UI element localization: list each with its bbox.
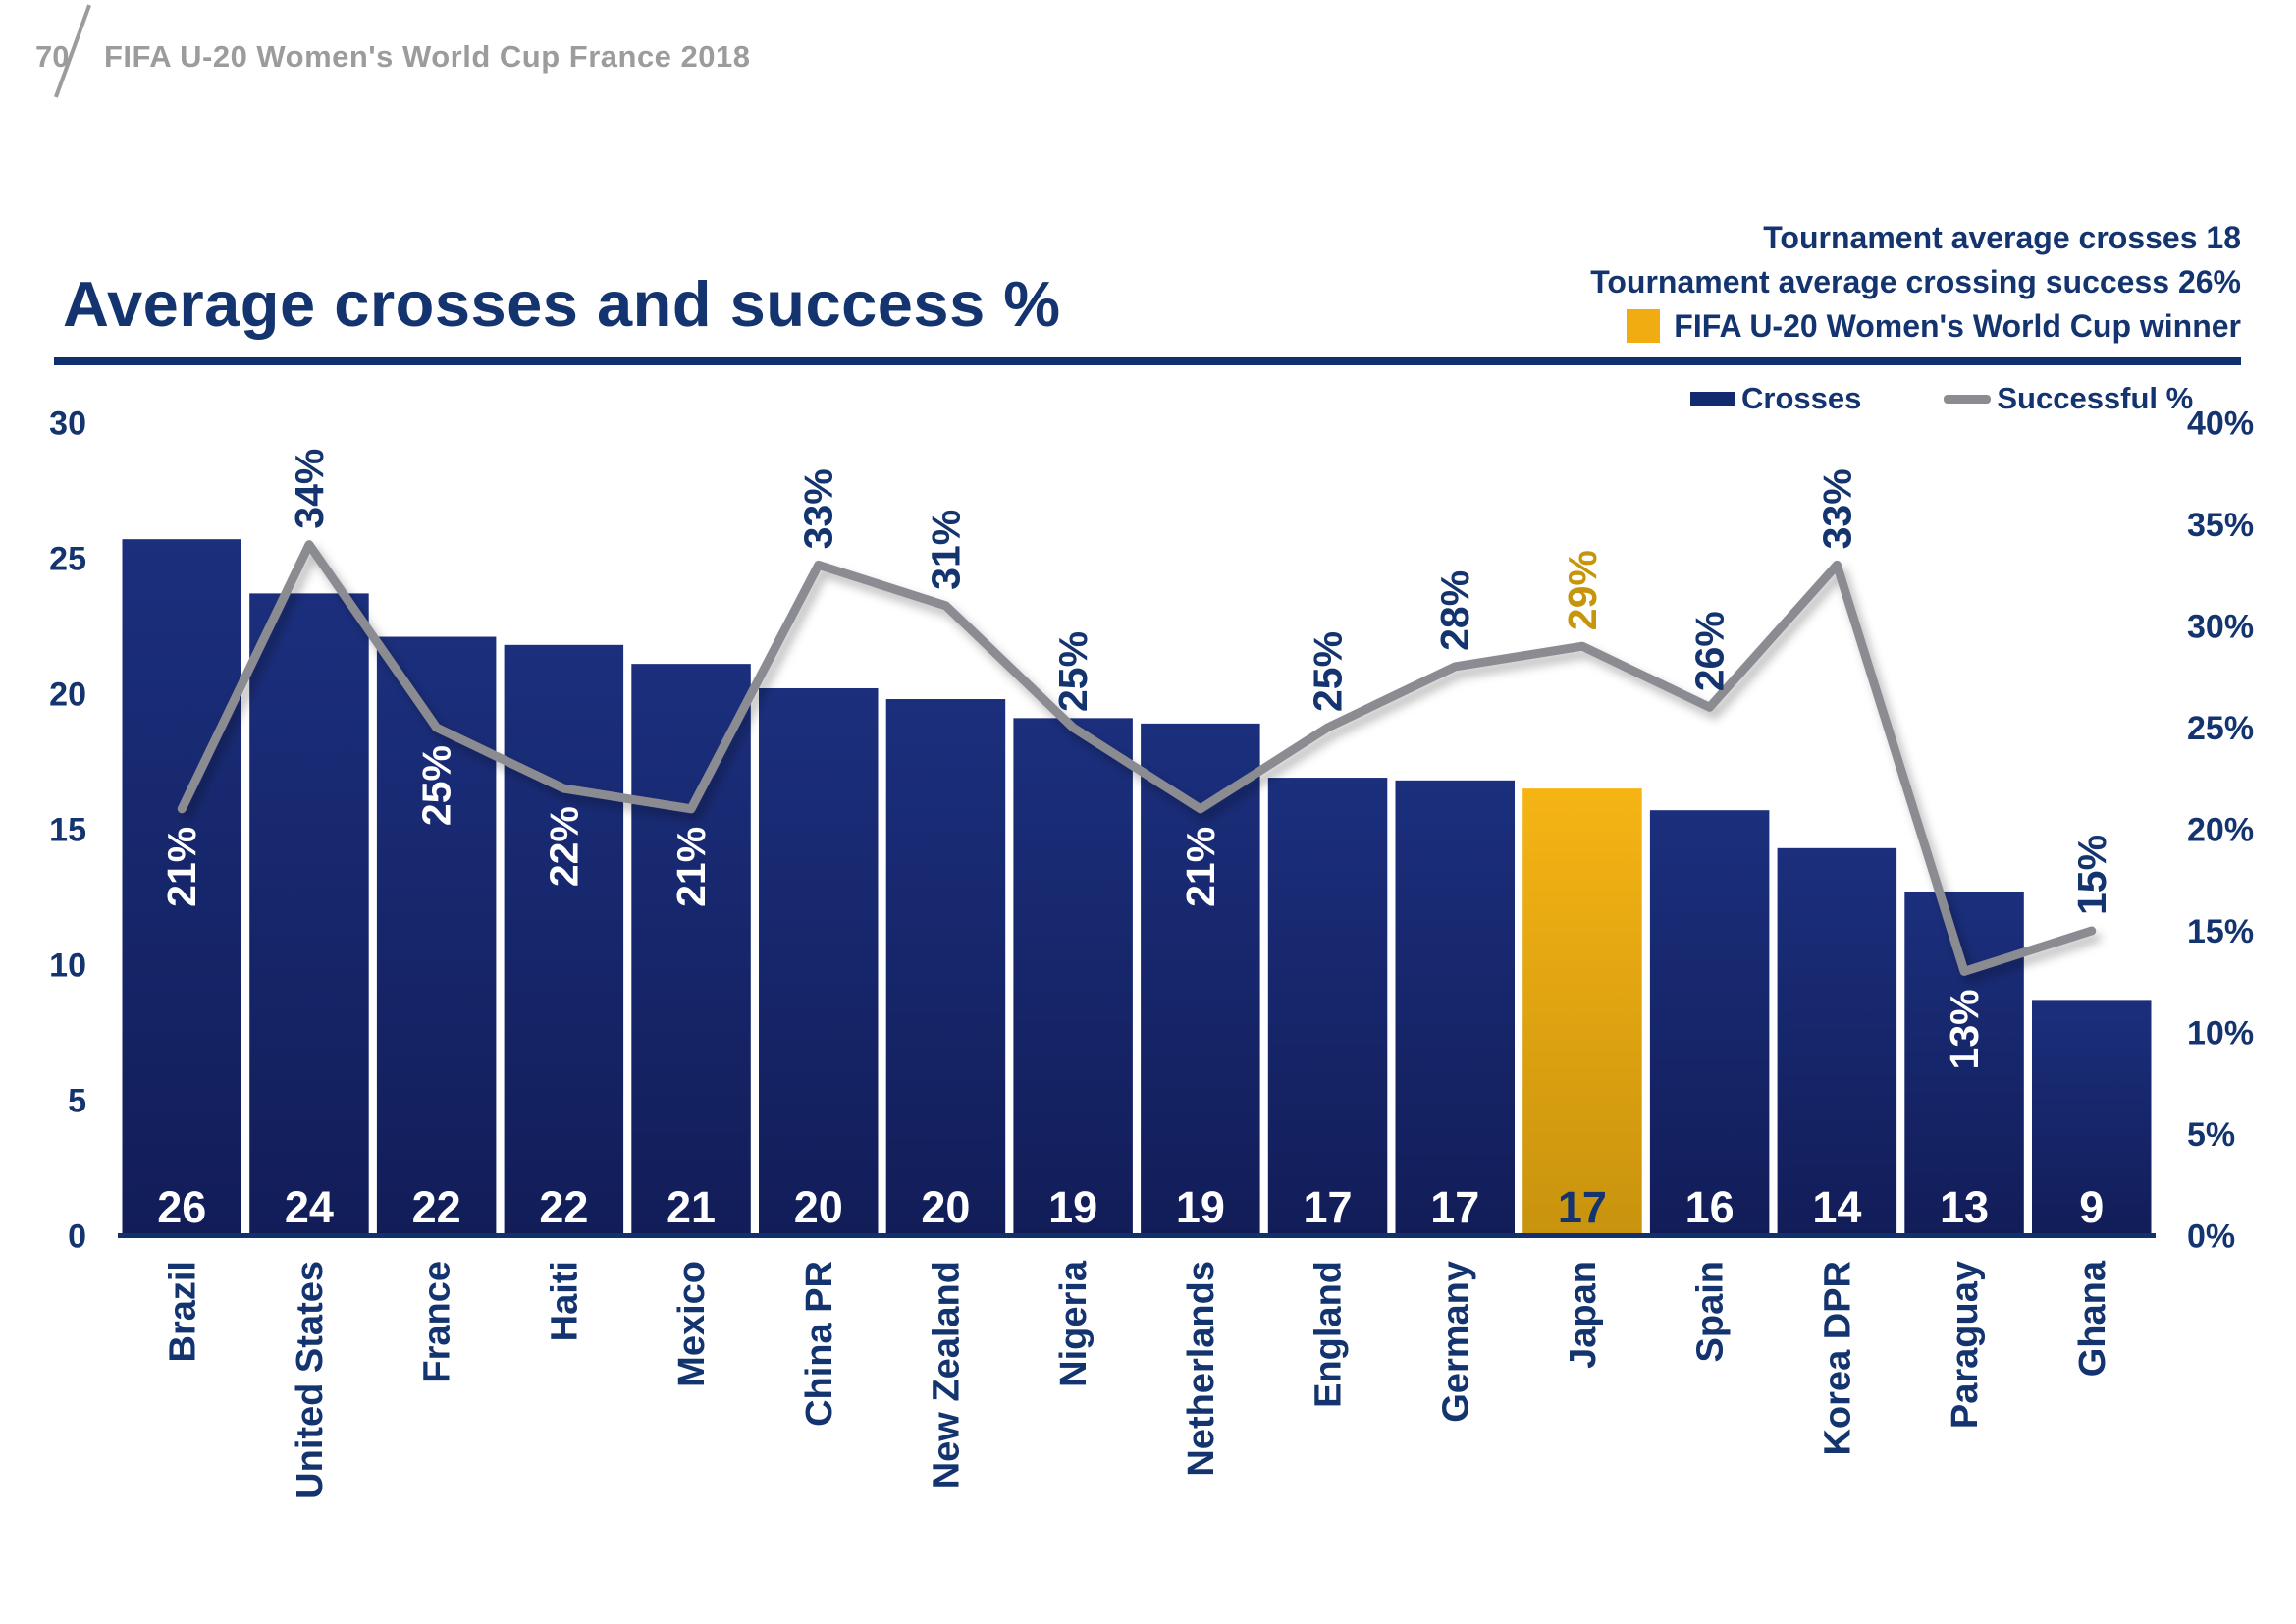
country-label-Korea DPR: Korea DPR (1817, 1261, 1858, 1456)
right-axis-tick-30%: 30% (2187, 609, 2254, 646)
bar-value-Spain: 16 (1685, 1182, 1735, 1232)
chart-legend: Crosses Successful % (1690, 381, 2193, 416)
bar-value-Paraguay: 13 (1940, 1182, 1989, 1232)
annotation-avg-success-text: Tournament average crossing success 26% (1590, 263, 2241, 299)
left-axis-tick-30: 30 (49, 406, 86, 443)
bar-China PR (759, 687, 879, 1236)
annotation-avg-crosses: Tournament average crosses 18 (1763, 220, 2241, 255)
bar-Brazil (122, 539, 241, 1236)
left-axis-tick-10: 10 (49, 947, 86, 985)
pct-label-New Zealand: 31% (923, 510, 968, 590)
country-label-Haiti: Haiti (544, 1261, 585, 1341)
pct-label-Nigeria: 25% (1050, 631, 1095, 712)
pct-label-Haiti: 22% (541, 806, 586, 887)
legend-line-swatch-icon (1944, 394, 1992, 404)
bar-Germany (1395, 780, 1515, 1236)
right-axis-tick-5%: 5% (2187, 1116, 2235, 1154)
bar-value-Mexico: 21 (667, 1182, 716, 1232)
bar-value-Nigeria: 19 (1048, 1182, 1097, 1232)
bar-New Zealand (885, 699, 1006, 1236)
country-label-Nigeria: Nigeria (1053, 1260, 1095, 1387)
country-label-France: France (417, 1261, 458, 1383)
title-rule (54, 357, 2241, 365)
right-axis-tick-40%: 40% (2187, 406, 2254, 443)
bar-value-Korea DPR: 14 (1812, 1182, 1861, 1232)
bar-value-United States: 24 (285, 1182, 334, 1232)
bar-England (1267, 778, 1388, 1236)
bar-value-Haiti: 22 (539, 1182, 588, 1232)
bar-Korea DPR (1777, 847, 1897, 1236)
bar-value-Germany: 17 (1430, 1182, 1479, 1232)
country-label-England: England (1308, 1261, 1350, 1408)
right-axis-tick-25%: 25% (2187, 710, 2254, 747)
pct-label-United States: 34% (287, 449, 332, 529)
bar-Nigeria (1013, 718, 1133, 1236)
winner-swatch-icon (1627, 309, 1661, 343)
annotation-winner-text: FIFA U-20 Women's World Cup winner (1674, 307, 2241, 344)
pct-label-Ghana: 15% (2069, 835, 2114, 915)
left-axis-tick-5: 5 (68, 1083, 86, 1120)
country-label-New Zealand: New Zealand (926, 1261, 967, 1489)
bar-Japan (1522, 788, 1642, 1236)
bar-value-Brazil: 26 (157, 1182, 206, 1232)
annotation-avg-crosses-text: Tournament average crosses 18 (1763, 219, 2241, 255)
bar-Haiti (504, 644, 624, 1236)
right-axis-tick-20%: 20% (2187, 812, 2254, 849)
country-label-Brazil: Brazil (162, 1261, 203, 1362)
right-axis-tick-0%: 0% (2187, 1218, 2235, 1256)
bar-value-France: 22 (412, 1182, 461, 1232)
country-label-Spain: Spain (1690, 1261, 1732, 1362)
left-axis-tick-25: 25 (49, 541, 86, 578)
bar-France (376, 636, 497, 1236)
right-axis-tick-35%: 35% (2187, 507, 2254, 544)
country-label-Germany: Germany (1435, 1261, 1476, 1423)
bar-value-China PR: 20 (794, 1182, 843, 1232)
pct-label-Netherlands: 21% (1178, 827, 1223, 907)
bar-Spain (1649, 810, 1770, 1236)
legend-line-label: Successful % (1997, 381, 2194, 415)
bar-United States (249, 593, 369, 1236)
pct-label-England: 25% (1306, 631, 1351, 712)
pct-label-France: 25% (414, 745, 459, 826)
country-label-United States: United States (290, 1261, 331, 1499)
page-header-title: FIFA U-20 Women's World Cup France 2018 (104, 39, 751, 74)
bar-Ghana (2032, 1000, 2152, 1236)
pct-label-Paraguay: 13% (1942, 989, 1987, 1069)
pct-label-Japan: 29% (1560, 550, 1605, 630)
country-label-Paraguay: Paraguay (1945, 1261, 1986, 1429)
annotation-winner: FIFA U-20 Women's World Cup winner (1627, 308, 2241, 344)
left-axis-tick-20: 20 (49, 677, 86, 714)
bar-Mexico (631, 664, 751, 1236)
legend-bar-swatch-icon (1690, 391, 1735, 406)
annotation-avg-success: Tournament average crossing success 26% (1590, 264, 2241, 299)
page-title: Average crosses and success % (63, 268, 1061, 340)
bar-value-New Zealand: 20 (921, 1182, 970, 1232)
right-axis-tick-10%: 10% (2187, 1015, 2254, 1053)
legend-bar-label: Crosses (1741, 381, 1862, 415)
bar-value-England: 17 (1304, 1182, 1353, 1232)
bar-Paraguay (1904, 891, 2024, 1236)
pct-label-Brazil: 21% (159, 827, 204, 907)
pct-label-China PR: 33% (796, 468, 841, 549)
country-label-Ghana: Ghana (2072, 1260, 2113, 1377)
bar-value-Ghana: 9 (2079, 1182, 2104, 1232)
country-label-Japan: Japan (1563, 1261, 1604, 1369)
country-label-China PR: China PR (799, 1261, 840, 1427)
pct-label-Spain: 26% (1687, 611, 1733, 691)
pct-label-Mexico: 21% (668, 827, 714, 907)
bar-value-Netherlands: 19 (1176, 1182, 1225, 1232)
pct-label-Korea DPR: 33% (1814, 468, 1859, 549)
left-axis-tick-0: 0 (68, 1218, 86, 1256)
country-label-Mexico: Mexico (671, 1261, 713, 1387)
pct-label-Germany: 28% (1432, 570, 1477, 651)
left-axis-tick-15: 15 (49, 812, 86, 849)
success-line (177, 540, 2097, 976)
bar-value-Japan: 17 (1558, 1182, 1607, 1232)
bar-Netherlands (1141, 723, 1260, 1236)
annotations: Tournament average crosses 18 Tournament… (1590, 220, 2241, 344)
country-label-Netherlands: Netherlands (1181, 1261, 1222, 1477)
right-axis-tick-15%: 15% (2187, 913, 2254, 950)
